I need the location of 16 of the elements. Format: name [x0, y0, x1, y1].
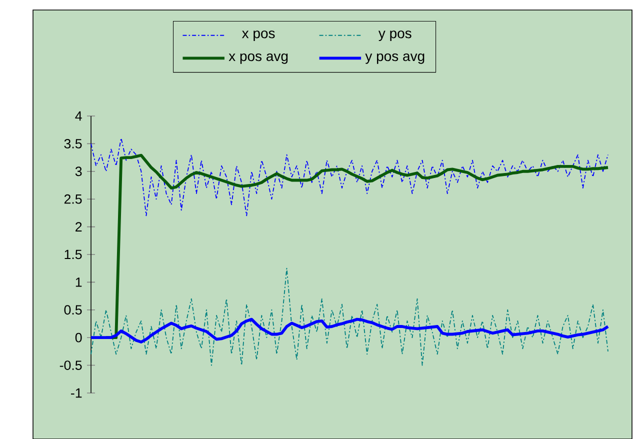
- y-tick-label: 2: [76, 222, 82, 232]
- y-tick-label: -0.5: [60, 360, 82, 370]
- y-tick-label: 4: [75, 111, 82, 121]
- y-tick-label: 1: [76, 278, 82, 287]
- y-tick-label: 0.5: [64, 305, 82, 315]
- y-tick-label: 3: [75, 166, 82, 176]
- y-tick-label: 1.5: [64, 250, 82, 260]
- y-tick-label: 0: [75, 332, 82, 342]
- y-tick-label: 3.5: [64, 138, 82, 148]
- legend-label: x pos avg: [228, 53, 288, 64]
- line-series: [90, 138, 608, 216]
- y-tick-label: 2.5: [64, 194, 82, 204]
- legend-label: y pos avg: [365, 53, 424, 64]
- y-tick-label: -1: [71, 388, 82, 398]
- legend-label: y pos: [378, 30, 412, 42]
- legend-label: x pos: [242, 30, 275, 42]
